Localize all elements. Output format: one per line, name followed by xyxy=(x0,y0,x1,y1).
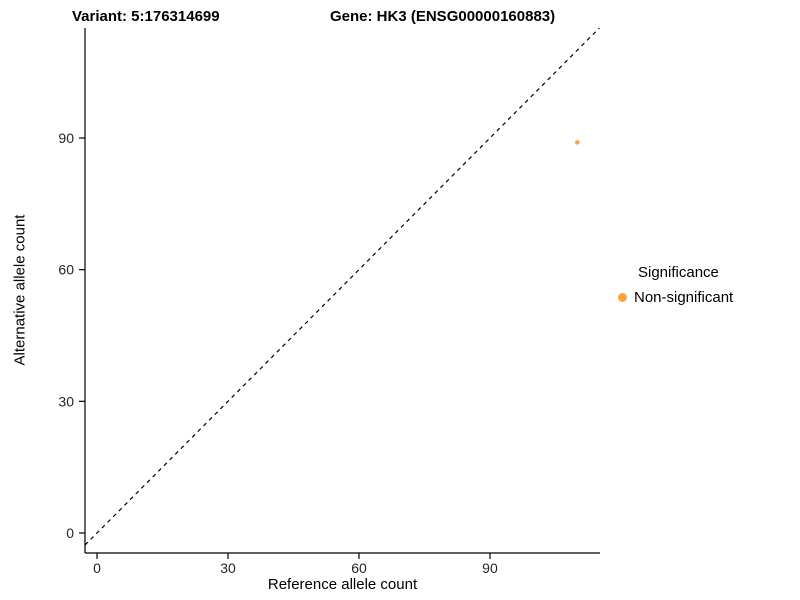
y-tick-label: 60 xyxy=(58,262,74,278)
y-tick-label: 0 xyxy=(66,525,74,541)
legend: Significance Non-significant xyxy=(618,264,733,306)
legend-entry: Non-significant xyxy=(618,289,733,306)
plot-title-variant: Variant: 5:176314699 xyxy=(72,8,220,25)
data-point xyxy=(574,140,580,145)
x-axis-title: Reference allele count xyxy=(267,576,418,593)
y-tick-label: 90 xyxy=(58,130,74,146)
y-axis-title: Alternative allele count xyxy=(11,214,29,366)
y-tick-label: 30 xyxy=(58,393,74,409)
x-tick-label: 0 xyxy=(93,560,101,576)
plot-title-gene: Gene: HK3 (ENSG00000160883) xyxy=(330,8,556,25)
identity-line xyxy=(84,27,600,546)
x-tick-label: 90 xyxy=(482,560,498,576)
legend-title: Significance xyxy=(638,264,719,281)
x-tick-label: 30 xyxy=(220,560,236,576)
x-tick-label: 60 xyxy=(351,560,367,576)
legend-entry-label: Non-significant xyxy=(634,289,734,306)
legend-marker-icon xyxy=(618,293,627,302)
